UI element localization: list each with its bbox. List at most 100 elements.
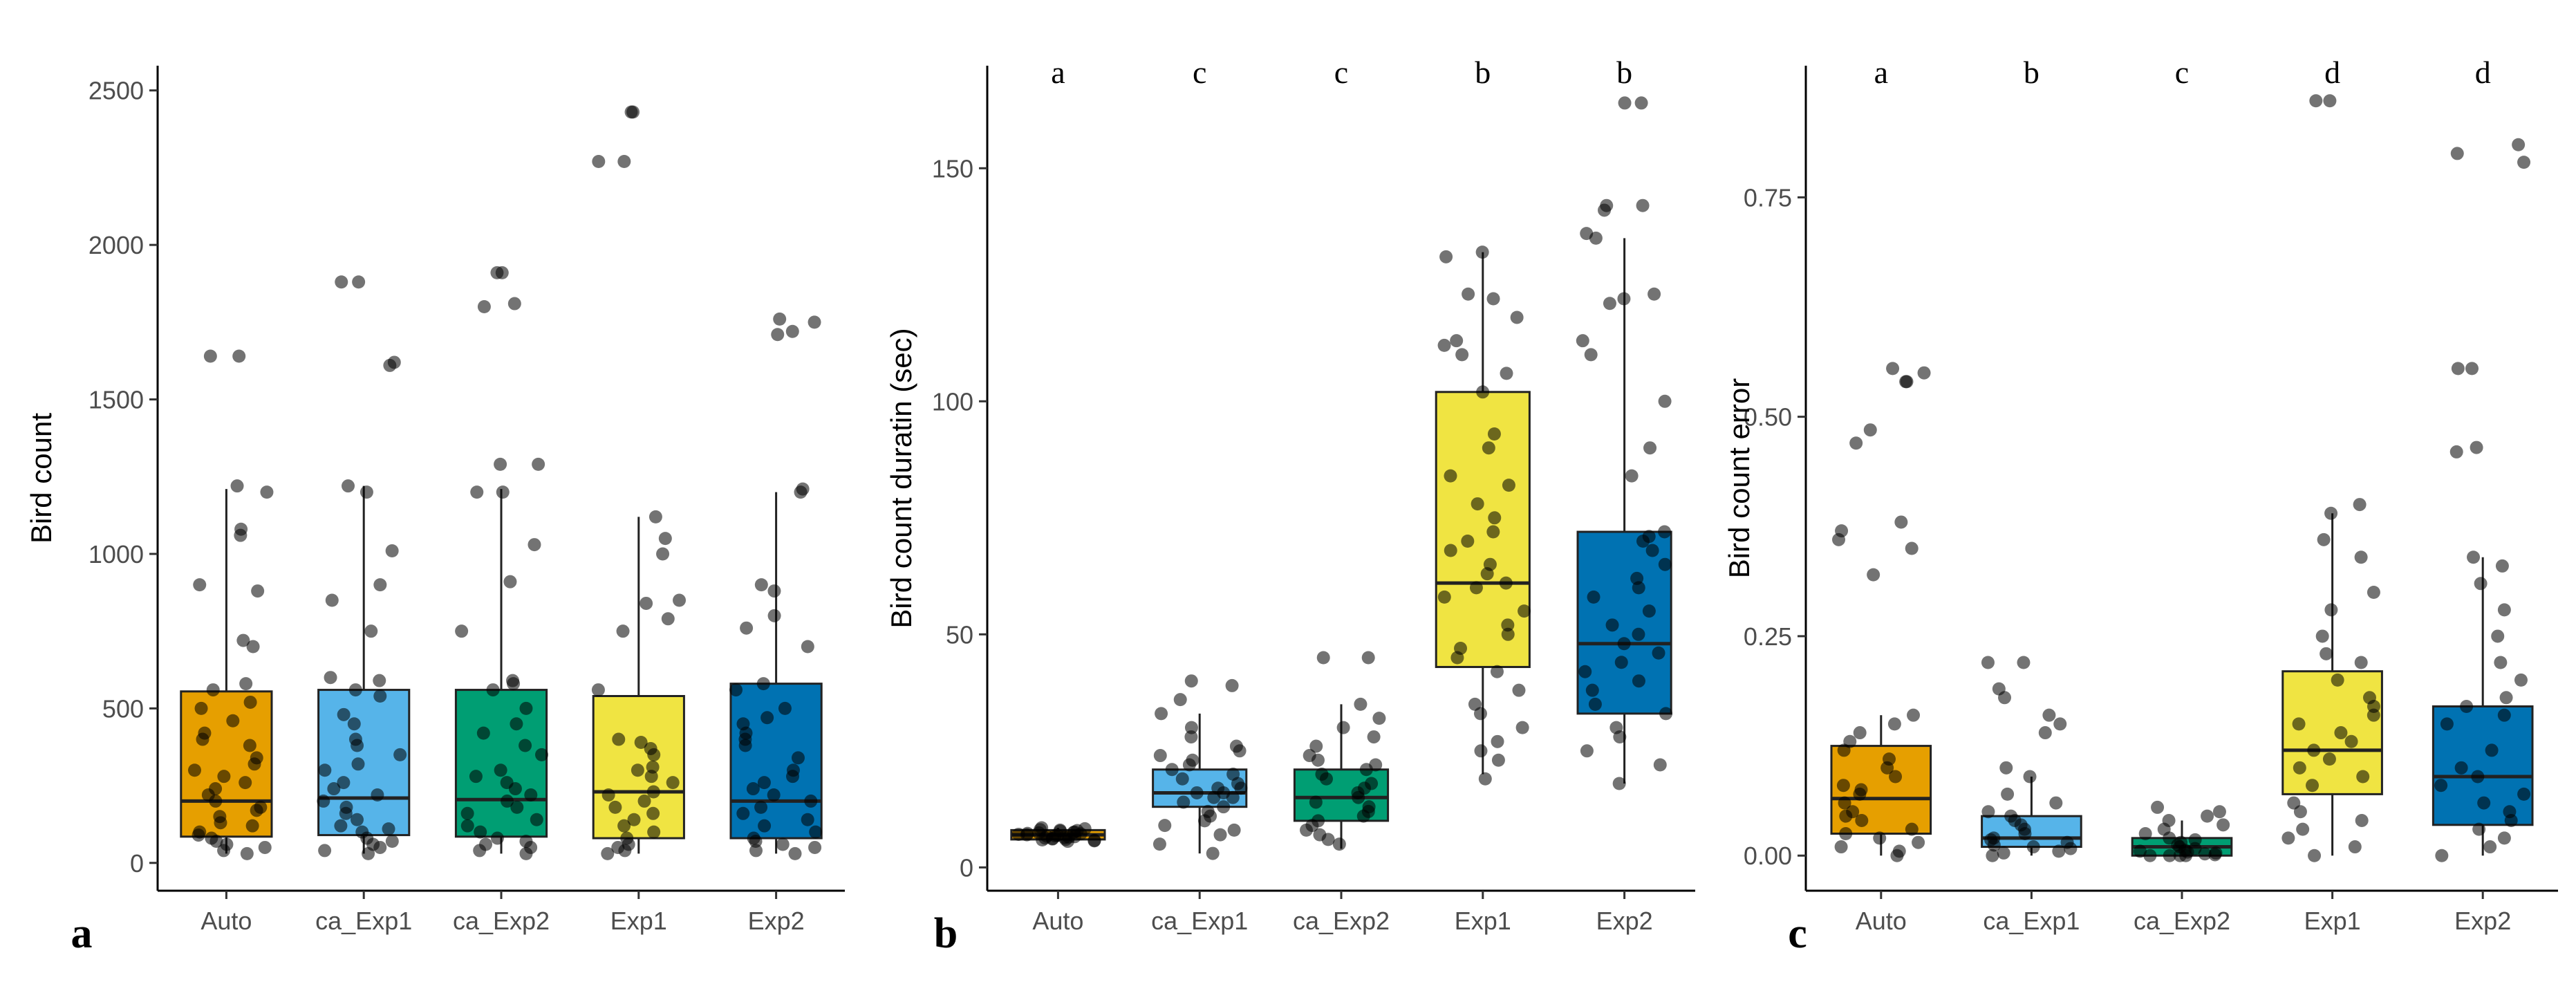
data-point xyxy=(240,846,254,860)
x-tick-label: Exp2 xyxy=(748,907,805,935)
data-point xyxy=(1352,790,1365,804)
data-point xyxy=(535,748,549,761)
data-point xyxy=(232,349,246,363)
data-point xyxy=(1580,744,1594,758)
data-point xyxy=(749,844,763,858)
data-point xyxy=(318,844,332,858)
data-point xyxy=(2491,629,2505,643)
data-point xyxy=(2499,691,2513,705)
data-point xyxy=(1471,497,1484,511)
data-point xyxy=(1437,338,1451,352)
data-point xyxy=(760,711,774,725)
data-point xyxy=(640,596,653,610)
data-point xyxy=(373,840,387,854)
data-point xyxy=(1981,656,1995,669)
data-point xyxy=(1632,581,1645,595)
data-point xyxy=(1491,734,1504,748)
significance-letter: b xyxy=(2024,55,2040,90)
data-point xyxy=(1515,721,1529,734)
data-point xyxy=(808,315,821,329)
data-point xyxy=(2281,831,2295,845)
data-point xyxy=(2324,603,2338,617)
data-point xyxy=(1367,730,1381,744)
data-point xyxy=(194,701,208,715)
data-point xyxy=(1502,479,1515,492)
data-point xyxy=(1478,772,1492,786)
x-tick-label: ca_Exp1 xyxy=(1983,907,2080,935)
data-point xyxy=(360,485,373,499)
y-tick-label: 500 xyxy=(102,694,144,723)
data-point xyxy=(2064,842,2078,855)
y-tick-label: 100 xyxy=(932,387,973,416)
data-point xyxy=(1439,250,1453,263)
x-tick-label: Exp2 xyxy=(2454,907,2511,935)
data-point xyxy=(1469,581,1483,595)
panel-letter: a xyxy=(71,910,93,957)
data-point xyxy=(1476,385,1490,399)
data-point xyxy=(1020,828,1034,842)
x-tick-label: Exp1 xyxy=(1455,907,1511,935)
data-point xyxy=(188,763,202,777)
data-point xyxy=(2354,550,2368,564)
y-tick-label: 0.50 xyxy=(1744,403,1792,432)
data-point xyxy=(788,846,802,860)
data-point xyxy=(385,835,399,849)
data-point xyxy=(1855,813,1869,827)
data-point xyxy=(1863,423,1877,437)
data-point xyxy=(767,584,781,598)
data-point xyxy=(1462,287,1475,301)
data-point xyxy=(2201,809,2214,823)
data-point xyxy=(1636,198,1650,212)
data-point xyxy=(801,640,814,654)
data-point xyxy=(1832,532,1846,546)
data-point xyxy=(1905,822,1919,836)
data-point xyxy=(626,105,640,119)
data-point xyxy=(209,835,223,849)
data-point xyxy=(2504,813,2518,827)
x-tick-label: Auto xyxy=(1032,907,1083,935)
data-point xyxy=(2514,673,2528,687)
data-point xyxy=(1634,96,1648,110)
y-tick-label: 2000 xyxy=(88,231,144,259)
significance-letter: b xyxy=(1475,55,1491,90)
data-point xyxy=(494,763,507,777)
data-point xyxy=(1625,469,1639,483)
data-point xyxy=(2470,441,2483,454)
data-point xyxy=(1486,292,1500,306)
data-point xyxy=(1175,772,1189,786)
data-point xyxy=(1061,835,1074,849)
data-point xyxy=(2001,787,2015,801)
data-point xyxy=(1197,814,1211,828)
data-point xyxy=(334,819,348,833)
data-point xyxy=(1184,730,1198,744)
data-point xyxy=(1300,823,1314,837)
data-point xyxy=(1332,837,1346,851)
data-point xyxy=(246,640,260,654)
data-point xyxy=(1450,651,1464,665)
data-point xyxy=(1598,203,1612,217)
data-point xyxy=(2296,822,2310,836)
significance-letter: d xyxy=(2324,55,2340,90)
data-point xyxy=(1233,744,1247,758)
data-point xyxy=(1834,840,1848,854)
data-point xyxy=(661,612,675,626)
data-point xyxy=(2472,822,2486,836)
data-point xyxy=(1836,779,1850,793)
data-point xyxy=(2348,840,2362,854)
data-point xyxy=(1894,515,1908,529)
data-point xyxy=(809,825,823,839)
data-point xyxy=(2440,717,2454,731)
data-point xyxy=(239,677,253,691)
data-point xyxy=(1588,697,1602,711)
data-point xyxy=(1617,292,1631,306)
data-point xyxy=(373,689,387,703)
panel-letter: c xyxy=(1788,910,1807,957)
y-axis-title: Bird count duratin (sec) xyxy=(885,328,917,628)
data-point xyxy=(634,736,648,750)
data-point xyxy=(1182,758,1196,772)
data-point xyxy=(248,757,261,771)
data-point xyxy=(617,819,631,833)
data-point xyxy=(1499,576,1513,590)
data-point xyxy=(666,776,680,790)
data-point xyxy=(1207,790,1221,804)
